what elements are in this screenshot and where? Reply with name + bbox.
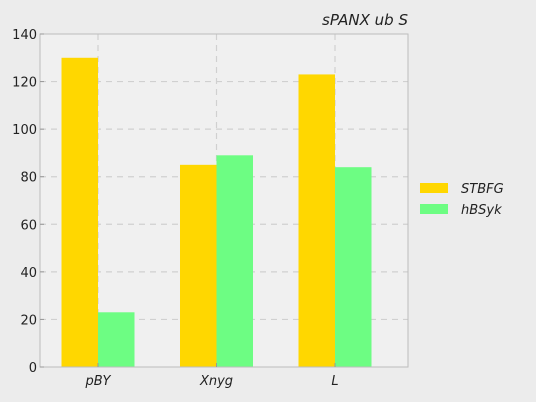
y-tick-label: 20 bbox=[20, 313, 37, 328]
y-tick-label: 100 bbox=[12, 123, 37, 138]
x-tick-label: pBY bbox=[85, 374, 112, 389]
y-tick-label: 140 bbox=[12, 28, 37, 43]
bars bbox=[61, 57, 372, 368]
plot-frame bbox=[39, 33, 409, 368]
chart-title: sPANX ub S bbox=[322, 11, 408, 29]
y-tick-label: 40 bbox=[20, 266, 37, 281]
x-tick-label: Xnyg bbox=[199, 374, 233, 389]
bar bbox=[180, 164, 217, 367]
y-tick-label: 120 bbox=[12, 76, 37, 91]
legend: STBFG hBSyk bbox=[420, 182, 504, 218]
y-axis-ticks: 0 20 40 60 80 100 120 140 bbox=[12, 28, 44, 376]
x-tick-label: L bbox=[331, 374, 338, 389]
x-axis-ticks: pBY Xnyg L bbox=[85, 363, 339, 389]
bar bbox=[61, 57, 98, 368]
bar bbox=[298, 74, 335, 367]
legend-swatch bbox=[420, 183, 448, 193]
y-tick-label: 60 bbox=[20, 218, 37, 233]
legend-swatch bbox=[420, 204, 448, 214]
bar bbox=[216, 155, 253, 367]
y-tick-label: 80 bbox=[20, 171, 37, 186]
bar bbox=[335, 167, 372, 367]
legend-label: STBFG bbox=[461, 182, 504, 197]
bar bbox=[98, 312, 135, 367]
y-tick-label: 0 bbox=[29, 361, 37, 376]
legend-label: hBSyk bbox=[461, 203, 502, 218]
